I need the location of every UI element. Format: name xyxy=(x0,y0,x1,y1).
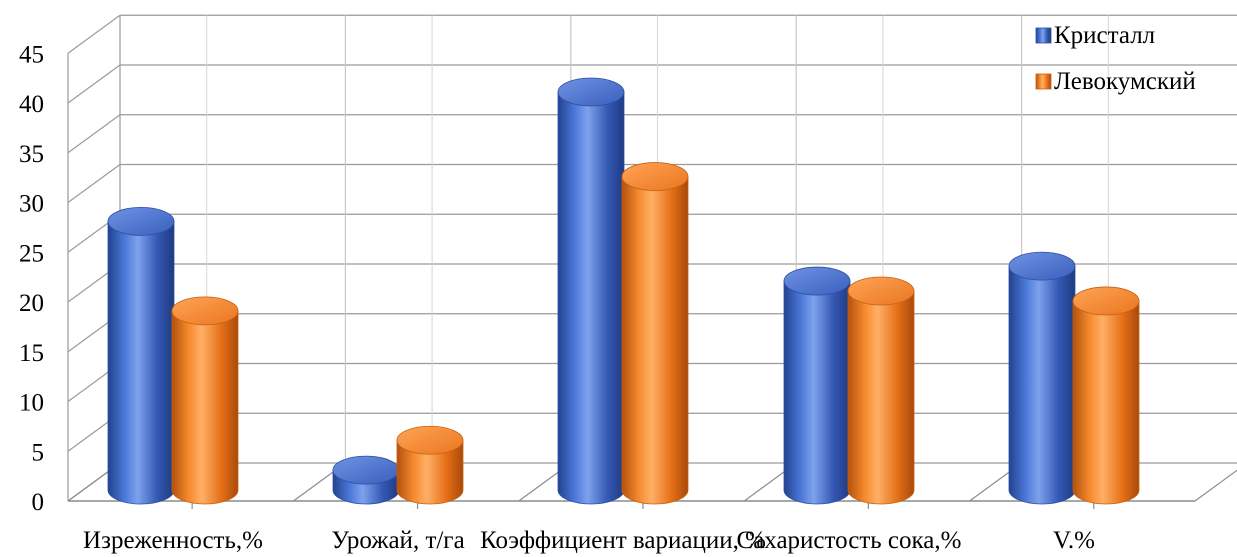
bar-body xyxy=(171,310,239,505)
y-tick-label: 20 xyxy=(19,290,44,317)
bar-body xyxy=(783,280,851,505)
bar-body xyxy=(1072,300,1140,505)
bar-top xyxy=(783,266,851,296)
legend-swatch xyxy=(1035,73,1052,90)
bar-series-2 xyxy=(847,276,915,505)
y-axis: 0 5 10 15 20 25 30 35 40 45 xyxy=(19,41,44,516)
bar-top xyxy=(396,425,464,455)
bar-series-1 xyxy=(1008,251,1076,505)
legend-label: Кристалл xyxy=(1054,22,1155,49)
bar-body xyxy=(107,220,175,505)
bar-top xyxy=(1008,251,1076,281)
y-tick-label: 30 xyxy=(19,191,44,218)
legend-swatch xyxy=(1035,27,1052,44)
bar-top xyxy=(107,206,175,236)
bar-series-1 xyxy=(557,77,625,505)
bar-top xyxy=(171,296,239,326)
bar-top xyxy=(847,276,915,306)
y-tick-label: 5 xyxy=(32,439,45,466)
gridline-side xyxy=(67,64,121,104)
y-tick-label: 15 xyxy=(19,340,44,367)
bar-series-1 xyxy=(107,206,175,505)
bar-body xyxy=(396,439,464,505)
x-category-label: Коэффициент вариации, % xyxy=(480,527,766,554)
x-category-label: Сахаристость сока,% xyxy=(737,527,962,554)
bar-series-2 xyxy=(1072,286,1140,505)
bar-top xyxy=(557,77,625,107)
legend: Кристалл Левокумский xyxy=(1035,22,1196,95)
y-tick-label: 25 xyxy=(19,240,44,267)
x-axis-labels: Изреженность,% Урожай, т/га Коэффициент ва… xyxy=(83,527,1095,554)
floor-divider xyxy=(1194,469,1237,502)
x-category-label: Изреженность,% xyxy=(83,527,263,554)
y-tick-label: 40 xyxy=(19,91,44,118)
bar-top xyxy=(332,455,400,485)
bar-body xyxy=(557,91,625,505)
bars xyxy=(107,77,1140,505)
y-tick-label: 45 xyxy=(19,41,44,68)
bar-series-1 xyxy=(783,266,851,505)
bar-series-2 xyxy=(396,425,464,505)
y-tick-label: 0 xyxy=(32,489,45,516)
bar-series-1 xyxy=(332,455,400,505)
legend-label: Левокумский xyxy=(1054,68,1196,95)
bar-series-2 xyxy=(621,162,689,505)
bar-body xyxy=(1008,265,1076,505)
y-tick-label: 10 xyxy=(19,390,44,417)
x-category-label: V.% xyxy=(1053,527,1095,554)
x-category-label: Урожай, т/га xyxy=(331,527,464,554)
gridline-side xyxy=(67,114,121,154)
bar-top xyxy=(1072,286,1140,316)
gridline-side xyxy=(67,164,121,203)
gridline-side xyxy=(67,14,121,54)
grid xyxy=(67,14,1237,509)
bar-series-2 xyxy=(171,296,239,505)
y-tick-label: 35 xyxy=(19,141,44,168)
bar-body xyxy=(621,176,689,505)
bar-body xyxy=(847,290,915,505)
bar-top xyxy=(621,162,689,191)
